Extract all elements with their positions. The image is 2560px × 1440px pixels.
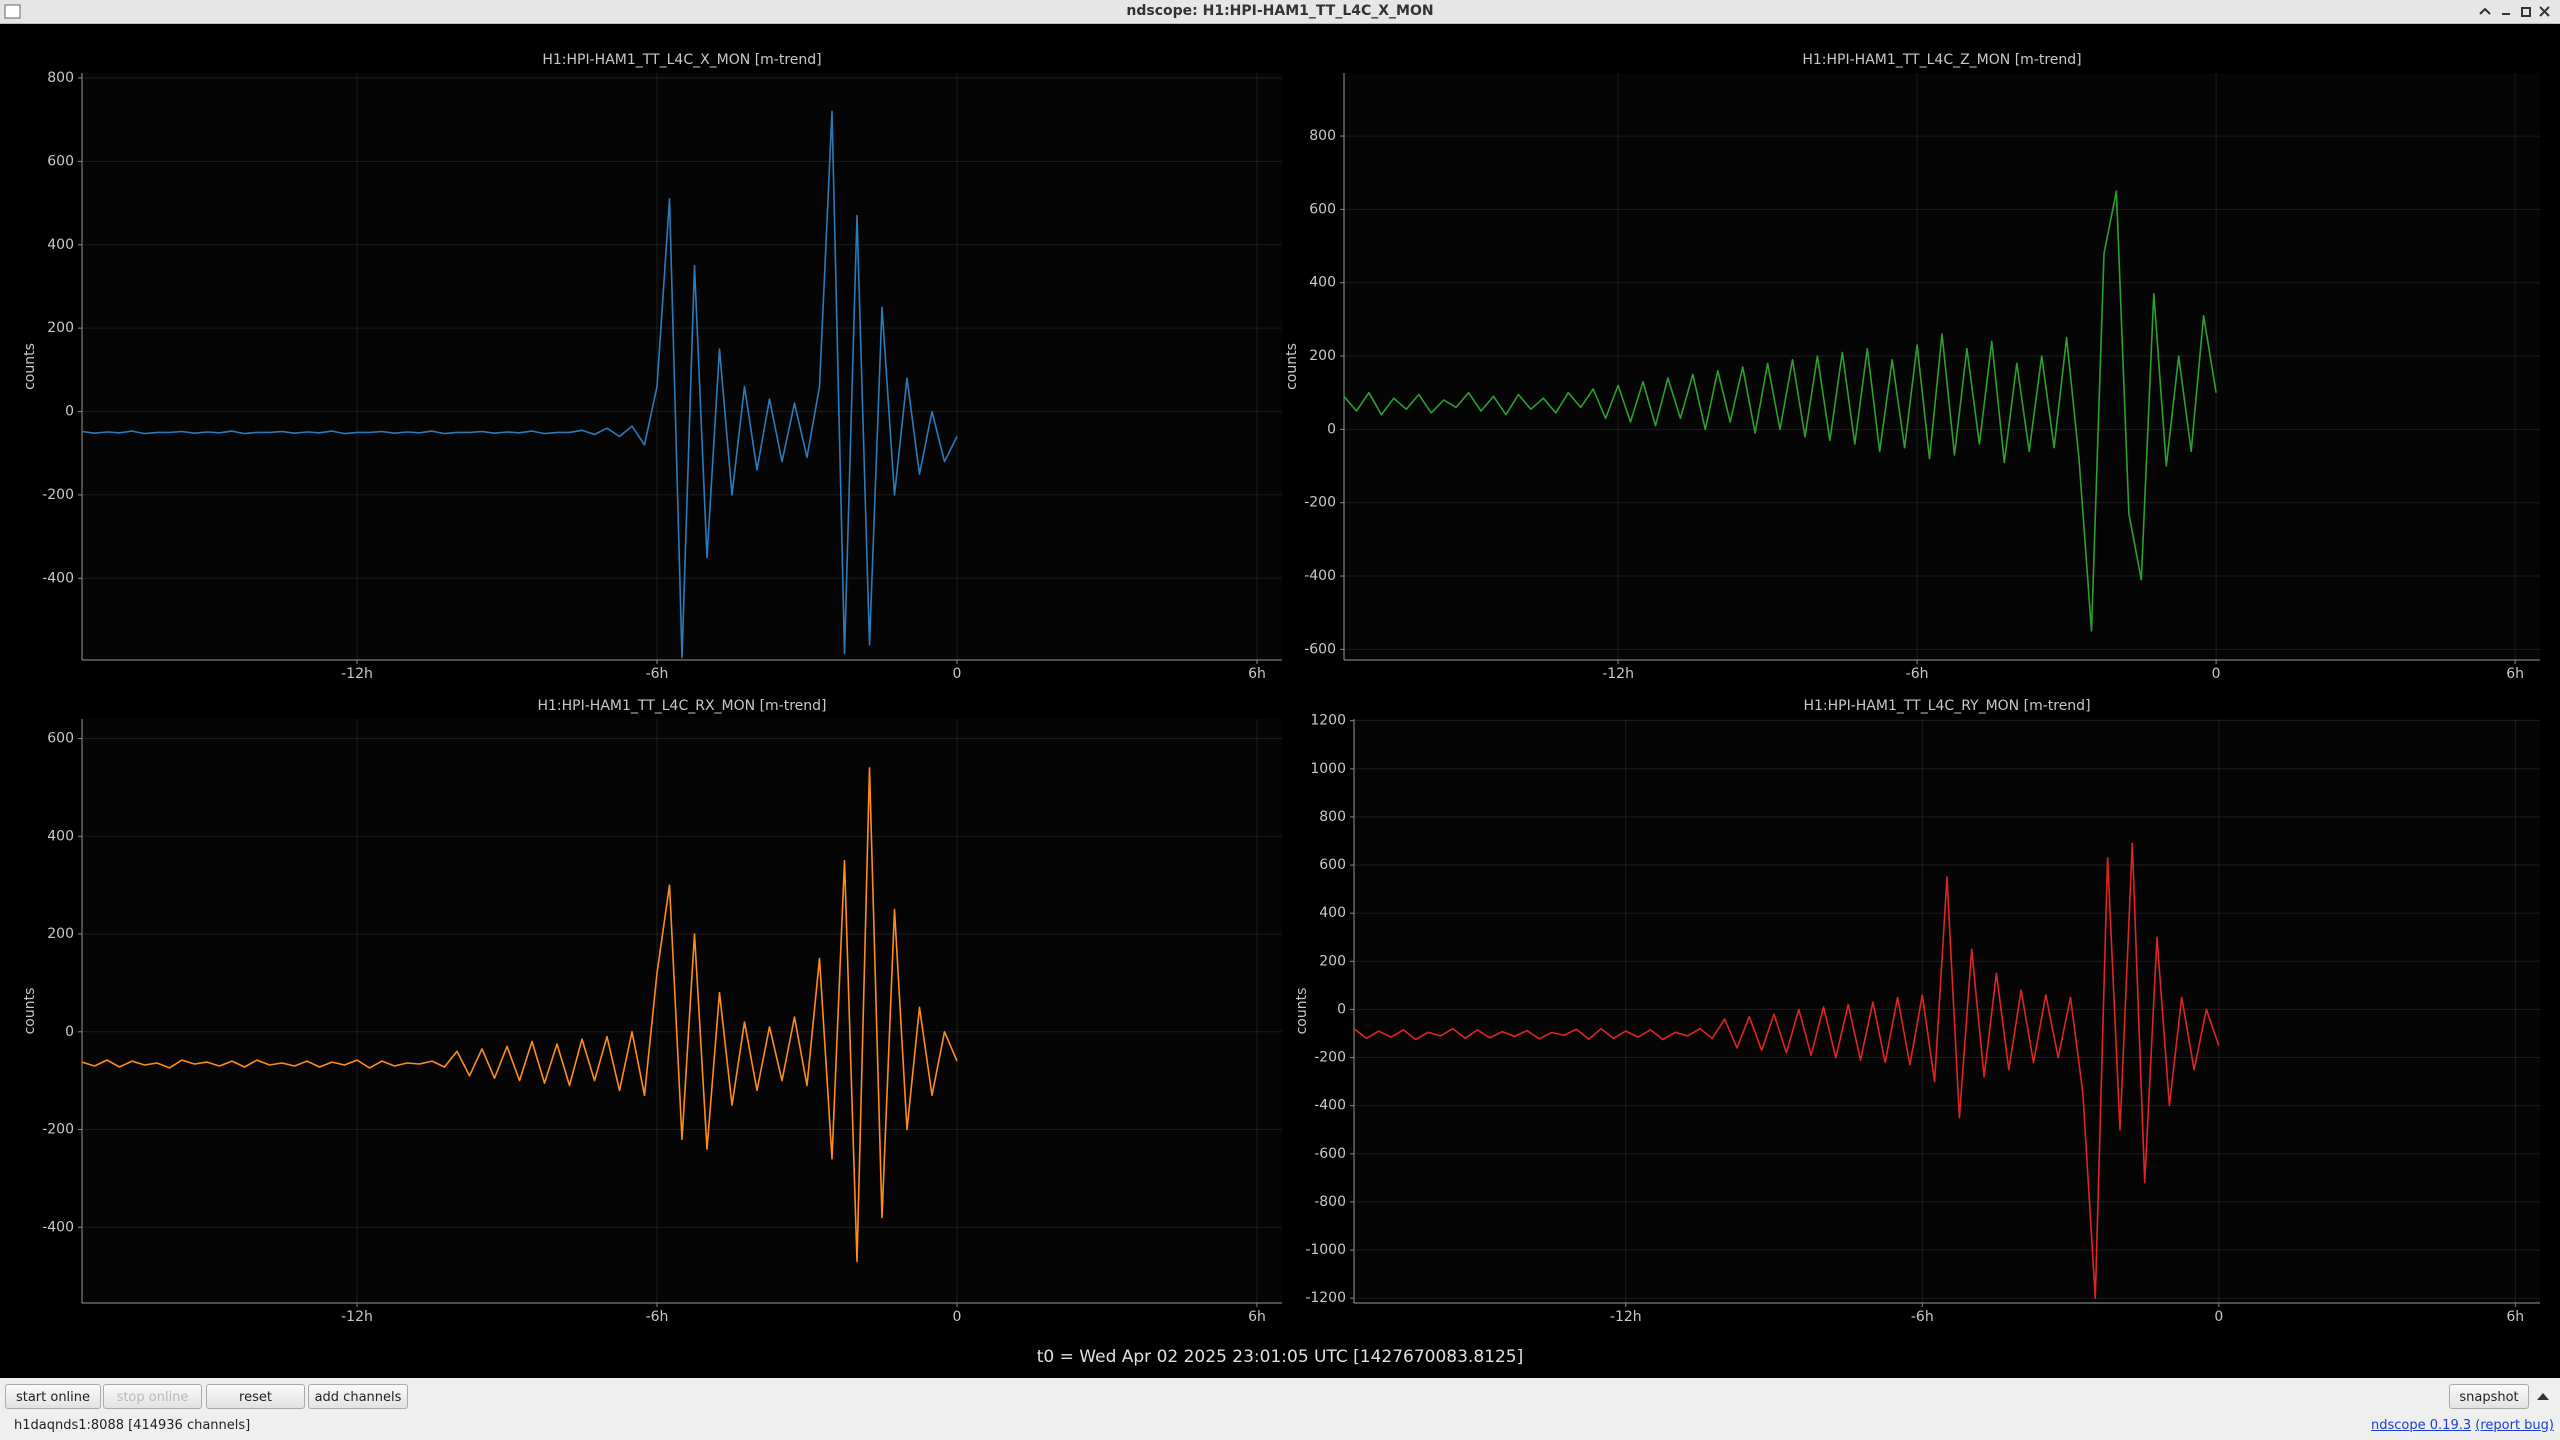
y-tick-label: -1000 (1305, 1242, 1346, 1258)
plot-background (1354, 719, 2540, 1303)
y-tick-label: 600 (47, 153, 74, 169)
x-tick-label: 0 (953, 666, 962, 682)
y-tick-label: 400 (1319, 905, 1346, 921)
x-tick-label: -12h (341, 1309, 373, 1325)
y-tick-label: 0 (1327, 421, 1336, 437)
title-bar: ndscope: H1:HPI-HAM1_TT_L4C_X_MON (0, 0, 2560, 24)
add-channels-button[interactable]: add channels (308, 1384, 408, 1409)
x-tick-label: 6h (2506, 666, 2524, 682)
data-line (1343, 190, 2217, 632)
y-tick-label: -400 (1314, 1098, 1346, 1114)
y-axis-label: counts (22, 343, 38, 390)
x-tick-label: 6h (2506, 1309, 2524, 1325)
x-tick-label: -6h (646, 1309, 669, 1325)
y-tick-label: 800 (1309, 128, 1336, 144)
x-tick-label: 0 (2214, 1309, 2223, 1325)
y-tick-label: -600 (1314, 1146, 1346, 1162)
x-tick-label: -12h (1602, 666, 1634, 682)
y-tick-label: -600 (1304, 641, 1336, 657)
y-tick-label: 800 (47, 70, 74, 86)
y-tick-label: -400 (1304, 568, 1336, 584)
plot-background (82, 719, 1282, 1303)
snapshot-button[interactable]: snapshot (2449, 1384, 2529, 1409)
data-line (81, 110, 958, 659)
y-tick-label: 400 (47, 237, 74, 253)
y-tick-label: -400 (42, 1219, 74, 1235)
reset-button[interactable]: reset (206, 1384, 305, 1409)
expand-button[interactable] (2533, 1387, 2553, 1407)
chart-title: H1:HPI-HAM1_TT_L4C_X_MON [m-trend] (542, 52, 821, 68)
toolbar: start online stop online reset add chann… (0, 1378, 2560, 1440)
data-line (1353, 842, 2220, 1299)
app-icon (4, 4, 21, 19)
stop-online-button: stop online (103, 1384, 202, 1409)
chart-title: H1:HPI-HAM1_TT_L4C_Z_MON [m-trend] (1802, 52, 2081, 68)
y-tick-label: 1000 (1310, 761, 1346, 777)
t0-label: t0 = Wed Apr 02 2025 23:01:05 UTC [14276… (1037, 1347, 1523, 1367)
y-tick-label: 600 (47, 731, 74, 747)
y-tick-label: 200 (47, 320, 74, 336)
y-tick-label: -400 (42, 570, 74, 586)
x-tick-label: 0 (953, 1309, 962, 1325)
x-tick-label: -12h (341, 666, 373, 682)
x-tick-label: -6h (1906, 666, 1929, 682)
window-title: ndscope: H1:HPI-HAM1_TT_L4C_X_MON (1126, 3, 1434, 19)
report-bug-link[interactable]: (report bug) (2475, 1418, 2554, 1433)
y-tick-label: -1200 (1305, 1290, 1346, 1306)
y-tick-label: 0 (65, 404, 74, 420)
y-tick-label: 600 (1309, 201, 1336, 217)
chart-title: H1:HPI-HAM1_TT_L4C_RY_MON [m-trend] (1803, 698, 2090, 714)
y-tick-label: 1200 (1310, 713, 1346, 729)
y-tick-label: 0 (1337, 1001, 1346, 1017)
y-tick-label: -200 (42, 487, 74, 503)
x-tick-label: 0 (2212, 666, 2221, 682)
version-links: ndscope 0.19.3 (report bug) (2371, 1418, 2554, 1433)
x-tick-label: 6h (1248, 666, 1266, 682)
y-axis-label: counts (1294, 988, 1310, 1035)
window-controls[interactable] (2476, 2, 2556, 22)
version-link[interactable]: ndscope 0.19.3 (2371, 1418, 2472, 1433)
y-tick-label: 400 (47, 828, 74, 844)
y-tick-label: 800 (1319, 809, 1346, 825)
y-tick-label: 0 (65, 1024, 74, 1040)
y-axis-label: counts (1284, 343, 1300, 390)
plot-background (82, 73, 1282, 660)
y-tick-label: -200 (1314, 1050, 1346, 1066)
y-tick-label: -200 (1304, 495, 1336, 511)
y-axis-label: counts (22, 988, 38, 1035)
plot-background (1344, 73, 2540, 660)
start-online-button[interactable]: start online (5, 1384, 101, 1409)
x-tick-label: -6h (646, 666, 669, 682)
y-tick-label: 200 (47, 926, 74, 942)
y-tick-label: 200 (1309, 348, 1336, 364)
chart-title: H1:HPI-HAM1_TT_L4C_RX_MON [m-trend] (538, 698, 827, 714)
data-line (81, 767, 958, 1263)
plot-area: H1:HPI-HAM1_TT_L4C_X_MON [m-trend] counts… (22, 52, 2540, 1367)
y-tick-label: 600 (1319, 857, 1346, 873)
y-tick-label: -800 (1314, 1194, 1346, 1210)
y-tick-label: 200 (1319, 953, 1346, 969)
y-tick-label: 400 (1309, 275, 1336, 291)
x-tick-label: -12h (1610, 1309, 1642, 1325)
status-text: h1daqnds1:8088 [414936 channels] (14, 1418, 251, 1433)
x-tick-label: 6h (1248, 1309, 1266, 1325)
x-tick-label: -6h (1911, 1309, 1934, 1325)
y-tick-label: -200 (42, 1122, 74, 1138)
